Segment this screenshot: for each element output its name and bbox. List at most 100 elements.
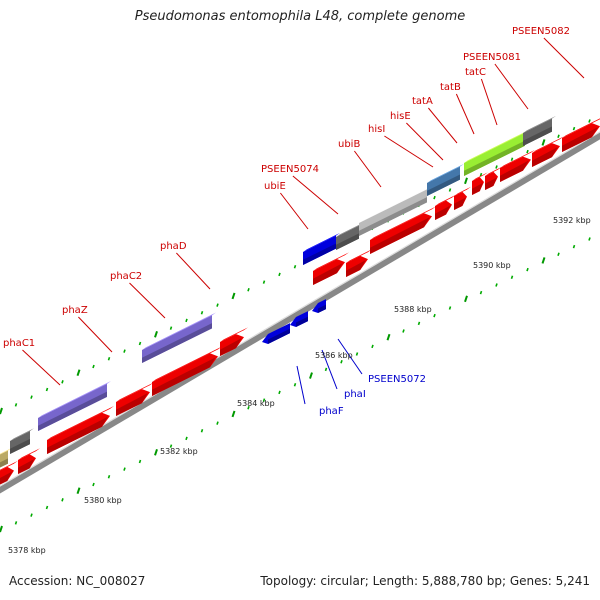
forward-gene-block-2 [10,428,34,454]
forward-cds-2-shade [18,459,35,474]
tick-minor [92,482,95,487]
gene-label-leader [292,175,339,215]
tick-major [154,330,158,338]
forward-cds-12 [472,172,488,195]
gene-label-PSEEN5082: PSEEN5082 [512,26,585,79]
forward-gene-block-7-shade [359,197,427,236]
forward-cds-9-top [370,206,436,240]
forward-cds-5-top [152,346,222,382]
forward-cds-16-shade [562,127,598,152]
tick-minor [510,275,514,280]
forward-cds-11-top [454,186,471,196]
gene-label-text: phaI [344,389,366,400]
forward-cds-1 [0,460,18,485]
forward-gene-block-5-top [303,232,340,252]
forward-cds-4-top [116,382,154,402]
tick-minor [479,172,483,177]
forward-gene-block-5-shade [303,243,336,265]
tick-major [76,369,81,376]
scale-label: 5388 kbp [394,305,432,314]
forward-cds-10-shade [435,205,451,220]
tick-minor [123,349,126,353]
forward-cds-15 [532,136,564,167]
tick-minor [107,475,111,479]
tick-minor [433,313,436,318]
tick-minor [216,421,219,425]
forward-cds-7 [313,252,349,285]
forward-cds-11-shade [454,197,466,210]
tick-minor [45,505,49,510]
tick-minor [433,195,436,200]
tick-minor [262,280,266,284]
tick-minor [138,341,142,346]
tick-minor [14,403,18,407]
scale-tick-row [0,237,591,533]
tick-minor [138,459,142,464]
forward-cds-6-shade [220,338,242,356]
forward-gene-block-5 [303,232,340,265]
forward-cds-7-shade [313,263,343,285]
tick-minor [61,380,64,384]
gene-label-text: hisE [390,111,411,122]
forward-cds-7-top [313,252,349,271]
forward-cds-13-top [485,166,502,176]
forward-cds-14-top [500,149,535,168]
forward-gene-block-8 [427,163,464,196]
tick-minor [479,290,483,295]
forward-cds-4-shade [116,393,148,416]
gene-label-PSEEN5074: PSEEN5074 [261,164,339,215]
gene-label-PSEEN5072: PSEEN5072 [337,338,426,385]
forward-gene-block-3 [38,381,111,431]
gene-label-leader [321,349,338,390]
tick-major [0,525,3,533]
tick-minor [588,237,591,241]
gene-label-leader [176,252,211,290]
forward-cds-4 [116,382,154,416]
gene-label-ubiE: ubiE [264,181,309,230]
tick-minor [402,329,405,333]
forward-gene-block-7 [359,186,431,236]
forward-gene-block-4-top [142,312,216,350]
tick-major [541,257,546,264]
forward-cds-13-shade [485,177,497,190]
forward-gene-block-9 [464,130,529,176]
forward-gene-block-6-top [336,222,363,237]
gene-label-leader [78,316,113,353]
forward-cds-6-top [220,327,248,342]
forward-gene-block-10-top [523,115,556,133]
gene-label-text: phaC2 [110,271,142,282]
gene-label-leader [280,192,309,230]
gene-label-leader [353,150,382,188]
tick-minor [495,165,498,169]
reverse-cds-phaF-body [262,323,290,345]
reverse-cds-PSEEN5072 [312,299,326,314]
page-title: Pseudomonas entomophila L48, complete ge… [134,9,466,24]
tick-minor [448,306,452,310]
gene-label-leader [455,93,475,135]
forward-cds-12-shade [472,183,483,195]
forward-gene-block-3-shade [38,391,107,431]
tick-minor [30,513,33,517]
gene-label-text: phaF [319,406,344,417]
forward-cds-10 [435,194,456,220]
tick-minor [216,303,219,307]
gene-label-text: PSEEN5082 [512,26,570,37]
reverse-cds-phaI-shade [296,316,308,328]
gene-label-leader [129,282,166,319]
forward-cds-3-shade [47,416,108,454]
tick-minor [169,444,173,448]
tick-minor [45,387,49,392]
tick-minor [572,126,576,131]
tick-minor [293,264,297,269]
gene-label-leader [494,63,529,110]
forward-cds-14-shade [500,160,529,182]
gene-label-leader [543,37,585,79]
forward-cds-15-shade [532,147,558,167]
tick-minor [417,321,421,326]
gene-label-text: ubiB [338,139,360,150]
tick-minor [278,390,281,395]
forward-gene-block-4-shade [142,323,212,363]
tick-minor [557,134,560,139]
scale-label: 5392 kbp [553,216,591,225]
tick-minor [107,357,111,361]
